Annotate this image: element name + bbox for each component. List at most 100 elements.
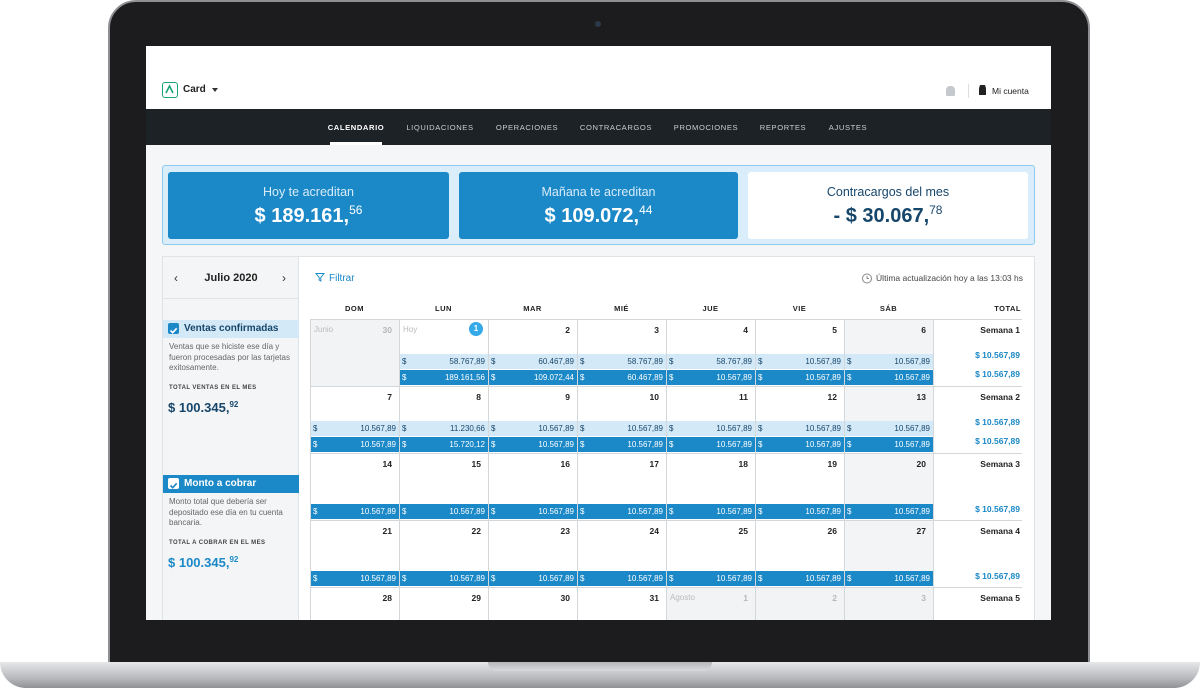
- account[interactable]: Mi cuenta: [992, 86, 1029, 96]
- payout-amount: 10.567,89: [449, 507, 485, 516]
- day-cell[interactable]: 30: [488, 587, 577, 620]
- day-cell[interactable]: 14 $10.567,89: [310, 453, 399, 520]
- day-cell[interactable]: 29: [399, 587, 488, 620]
- nav-item[interactable]: OPERACIONES: [495, 123, 559, 132]
- sales-amount: 10.567,89: [894, 424, 930, 433]
- sales-amount: 10.567,89: [805, 357, 841, 366]
- total-cell: [933, 587, 1022, 620]
- nav-item[interactable]: AJUSTES: [828, 123, 868, 132]
- day-cell[interactable]: 19 $10.567,89: [755, 453, 844, 520]
- sales-amount: 11.230,66: [450, 424, 485, 433]
- summary-card: Contracargos del mes - $ 30.067,78: [748, 172, 1028, 239]
- day-cell[interactable]: 24 $10.567,89: [577, 520, 666, 587]
- bell[interactable]: [946, 86, 955, 96]
- nav-item[interactable]: PROMOCIONES: [673, 123, 739, 132]
- day-cell[interactable]: 9 $10.567,89 $10.567,89: [488, 386, 577, 453]
- payout-amount: 10.567,89: [538, 440, 574, 449]
- prev-month[interactable]: ‹: [174, 271, 178, 285]
- currency: $: [758, 440, 763, 449]
- month-label: Junio: [314, 325, 334, 334]
- brand[interactable]: Card: [183, 84, 206, 95]
- nav-item[interactable]: CALENDARIO: [327, 123, 385, 132]
- weekday-header: TOTAL: [994, 304, 1021, 313]
- nav-bar: [146, 109, 1051, 145]
- day-cell[interactable]: 13 $10.567,89 $10.567,89: [844, 386, 933, 453]
- next-month[interactable]: ›: [282, 271, 286, 285]
- nav-item[interactable]: LIQUIDACIONES: [406, 123, 474, 132]
- month-label: Agosto: [670, 593, 695, 602]
- day-cell[interactable]: 5 $10.567,89 $10.567,89: [755, 319, 844, 386]
- day-cell[interactable]: Hoy 1 $58.767,89 $189.161,56: [399, 319, 488, 386]
- day-cell[interactable]: 12 $10.567,89 $10.567,89: [755, 386, 844, 453]
- day-number: 18: [738, 459, 748, 469]
- day-cell[interactable]: 10 $10.567,89 $10.567,89: [577, 386, 666, 453]
- filter-button[interactable]: Filtrar: [314, 272, 355, 284]
- payout-bar: $10.567,89: [489, 504, 577, 520]
- day-cell[interactable]: 26 $10.567,89: [755, 520, 844, 587]
- payout-amount: 10.567,89: [449, 574, 485, 583]
- sales-bar: $10.567,89: [489, 421, 577, 437]
- summary-amount: - $ 30.067,78: [748, 203, 1028, 228]
- legend-bar: [163, 320, 299, 338]
- payout-amount: 10.567,89: [538, 507, 574, 516]
- currency: $: [669, 574, 674, 583]
- day-cell[interactable]: Agosto 1: [666, 587, 755, 620]
- payout-bar: $10.567,89: [311, 571, 399, 587]
- day-cell[interactable]: 4 $58.767,89 $10.567,89: [666, 319, 755, 386]
- day-cell[interactable]: 16 $10.567,89: [488, 453, 577, 520]
- day-cell[interactable]: 11 $10.567,89 $10.567,89: [666, 386, 755, 453]
- sales-amount: 58.767,89: [449, 357, 485, 366]
- sales-bar: $11.230,66: [400, 421, 488, 437]
- day-cell[interactable]: 31: [577, 587, 666, 620]
- day-cell[interactable]: 17 $10.567,89: [577, 453, 666, 520]
- legend-checkbox[interactable]: [168, 478, 179, 489]
- month-divider: [163, 298, 299, 299]
- legend-description: Ventas que se hiciste ese día y fueron p…: [169, 342, 290, 372]
- sales-amount: 10.567,89: [627, 424, 663, 433]
- header: [146, 46, 1051, 109]
- day-cell[interactable]: 3: [844, 587, 933, 620]
- day-cell[interactable]: 6 $10.567,89 $10.567,89: [844, 319, 933, 386]
- day-cell[interactable]: 8 $11.230,66 $15.720,12: [399, 386, 488, 453]
- day-cell[interactable]: 25 $10.567,89: [666, 520, 755, 587]
- payout-bar: $10.567,89: [756, 571, 844, 587]
- weekday-header: VIE: [792, 304, 807, 313]
- day-cell[interactable]: 20 $10.567,89: [844, 453, 933, 520]
- currency: $: [847, 440, 852, 449]
- day-cell[interactable]: 21 $10.567,89: [310, 520, 399, 587]
- sales-amount: 10.567,89: [538, 424, 574, 433]
- payout-bar: $10.567,89: [667, 437, 755, 453]
- payout-bar: $10.567,89: [400, 504, 488, 520]
- day-number: 11: [739, 392, 748, 402]
- day-cell[interactable]: 18 $10.567,89: [666, 453, 755, 520]
- currency: $: [758, 574, 763, 583]
- payout-amount: 10.567,89: [716, 440, 752, 449]
- payout-bar: $189.161,56: [400, 370, 488, 386]
- day-cell[interactable]: 2 $60.467,89 $109.072,44: [488, 319, 577, 386]
- day-cell[interactable]: 2: [755, 587, 844, 620]
- day-cell[interactable]: 7 $10.567,89 $10.567,89: [310, 386, 399, 453]
- currency: $: [402, 357, 407, 366]
- total-label: TOTAL VENTAS EN EL MES: [169, 385, 257, 391]
- day-cell[interactable]: 23 $10.567,89: [488, 520, 577, 587]
- week-label: Semana 5: [980, 593, 1020, 603]
- day-number: 21: [382, 526, 392, 536]
- currency: $: [402, 507, 407, 516]
- payout-amount: 10.567,89: [894, 373, 930, 382]
- nav-item[interactable]: REPORTES: [759, 123, 807, 132]
- filter-icon: [314, 273, 326, 282]
- day-cell[interactable]: Junio 30: [310, 319, 399, 386]
- day-cell[interactable]: 22 $10.567,89: [399, 520, 488, 587]
- payout-bar: $10.567,89: [756, 437, 844, 453]
- currency: $: [313, 574, 318, 583]
- day-cell[interactable]: 28: [310, 587, 399, 620]
- nav-item[interactable]: CONTRACARGOS: [579, 123, 653, 132]
- payout-bar: $10.567,89: [845, 437, 933, 453]
- day-number: 24: [649, 526, 659, 536]
- legend-checkbox[interactable]: [168, 323, 179, 334]
- day-cell[interactable]: 27 $10.567,89: [844, 520, 933, 587]
- day-cell[interactable]: 3 $58.767,89 $60.467,89: [577, 319, 666, 386]
- day-number: 5: [832, 325, 837, 335]
- day-cell[interactable]: 15 $10.567,89: [399, 453, 488, 520]
- payout-bar: $10.567,89: [845, 370, 933, 386]
